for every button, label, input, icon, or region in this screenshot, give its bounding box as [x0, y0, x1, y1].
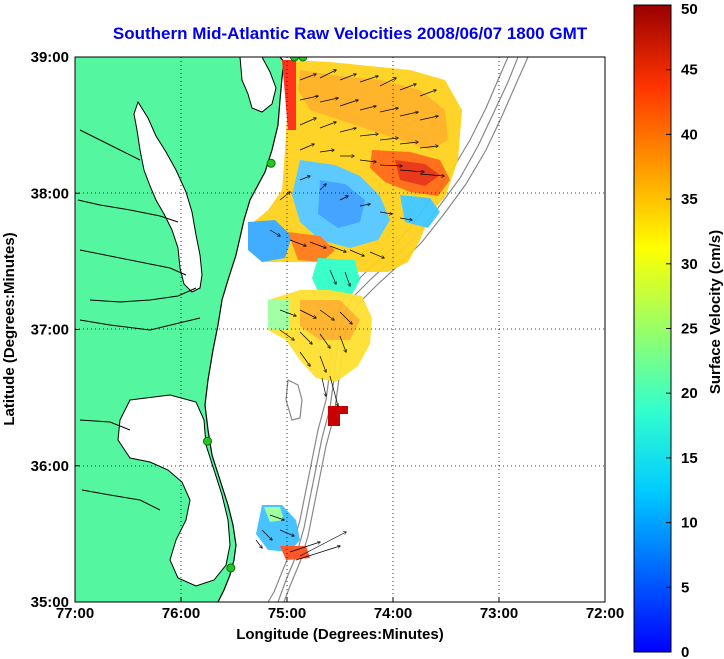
radar-station-marker — [266, 158, 276, 168]
y-tick-label: 36:00 — [31, 458, 69, 475]
velocity-field-middle — [268, 290, 372, 382]
y-tick-label: 38:00 — [31, 185, 69, 202]
x-tick-label: 72:00 — [586, 605, 624, 622]
x-axis-ticks: 77:00 76:00 75:00 74:00 73:00 72:00 — [56, 597, 624, 622]
colorbar-tick-label: 45 — [681, 62, 698, 79]
velocity-arrows — [255, 70, 444, 561]
colorbar — [633, 4, 672, 653]
velocity-field-offshore — [328, 406, 348, 426]
delaware-bay — [239, 57, 277, 113]
x-tick-label: 73:00 — [480, 605, 518, 622]
colorbar-tick-label: 35 — [681, 191, 698, 208]
radar-station-marker — [203, 436, 212, 446]
chesapeake-bay — [133, 100, 203, 293]
radar-station-marker — [298, 57, 308, 62]
radar-station-marker — [226, 563, 236, 573]
velocity-field-south — [256, 505, 310, 560]
colorbar-tick-label: 25 — [681, 321, 698, 338]
y-axis-ticks: 39:00 38:00 37:00 36:00 35:00 — [31, 49, 80, 611]
colorbar-tick-label: 30 — [681, 256, 698, 273]
x-axis-label: Longitude (Degrees:Minutes) — [236, 626, 444, 643]
x-tick-label: 77:00 — [56, 605, 94, 622]
y-tick-label: 37:00 — [31, 322, 69, 339]
colorbar-label: Surface Velocity (cm/s) — [707, 230, 724, 394]
x-tick-label: 74:00 — [374, 605, 412, 622]
velocity-field-north — [248, 60, 462, 298]
colorbar-tick-label: 10 — [681, 515, 698, 532]
coastline — [204, 57, 285, 602]
colorbar-ticks: 0 5 10 15 20 25 30 35 40 45 50 — [666, 1, 698, 659]
y-tick-label: 35:00 — [31, 594, 69, 611]
colorbar-tick-label: 15 — [681, 450, 698, 467]
radar-station-marker — [289, 57, 299, 62]
colorbar-tick-label: 0 — [681, 644, 689, 659]
colorbar-tick-label: 5 — [681, 579, 689, 596]
y-axis-label: Latitude (Degrees:Minutes) — [1, 232, 18, 425]
x-tick-label: 76:00 — [162, 605, 200, 622]
graticule — [75, 57, 605, 602]
y-tick-label: 39:00 — [31, 49, 69, 66]
map-title: Southern Mid-Atlantic Raw Velocities 200… — [112, 24, 588, 43]
colorbar-tick-label: 50 — [681, 1, 698, 18]
colorbar-tick-label: 40 — [681, 126, 698, 143]
hf-radar-stations — [203, 57, 308, 573]
x-tick-label: 75:00 — [268, 605, 306, 622]
colorbar-tick-label: 20 — [681, 385, 698, 402]
